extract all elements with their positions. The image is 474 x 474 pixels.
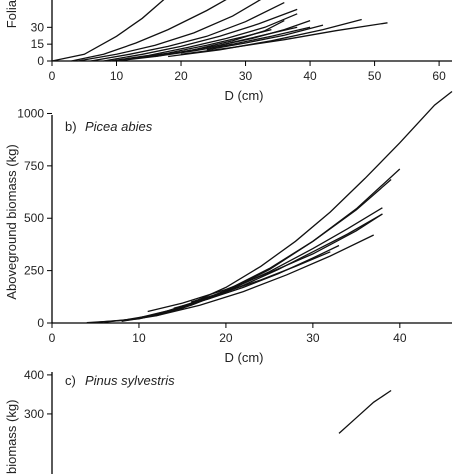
panel-a-curve-13 (206, 24, 324, 51)
panel-a-x-tick-label-4: 40 (303, 69, 317, 83)
panel-a-x-axis-title: D (cm) (225, 88, 264, 103)
panel-a-x-tick-label-2: 20 (174, 69, 188, 83)
panel-b-letter: b) (65, 119, 77, 134)
panel-b-y-tick-label-4: 1000 (17, 106, 44, 120)
panel-a-x-tick-label-1: 10 (110, 69, 124, 83)
panel-c-y-tick-label-1: 400 (24, 368, 44, 382)
panel-a-curve-14 (219, 19, 311, 46)
panel-a-foliage: 0 10 20 30 40 50 60 0 15 30 D (cm) Folia (4, 0, 452, 103)
panel-b-curve-6 (147, 213, 383, 313)
panel-a-x-tick-label-5: 50 (368, 69, 382, 83)
panel-b-species-name: Picea abies (85, 119, 153, 134)
panel-b-curve-3 (104, 179, 392, 323)
panel-c-y-axis-title: biomass (kg) (4, 400, 19, 474)
panel-b-y-axis-title: Aboveground biomass (kg) (4, 144, 19, 299)
panel-c-curve-1 (338, 389, 392, 434)
panel-b-y-tick-label-1: 250 (24, 264, 44, 278)
panel-b-x-tick-label-3: 30 (306, 331, 320, 345)
panel-b-curve-4 (121, 207, 383, 322)
panel-c-species-name: Pinus sylvestris (85, 373, 175, 388)
panel-b-curve-5 (138, 213, 383, 319)
panel-b-x-tick-label-0: 0 (49, 331, 56, 345)
panel-a-y-ticks: 0 15 30 (31, 20, 52, 68)
panel-a-y-tick-label-1: 15 (31, 37, 45, 51)
panel-a-curve-2 (71, 0, 227, 62)
panel-b-y-tick-label-3: 750 (24, 159, 44, 173)
panel-a-curve-4 (90, 2, 285, 62)
panel-a-curve-5 (103, 8, 298, 62)
panel-b-y-tick-label-0: 0 (37, 316, 44, 330)
panel-a-curve-10 (155, 26, 311, 58)
panel-c-y-ticks: 300 400 (24, 368, 52, 421)
panel-a-x-tick-label-6: 60 (432, 69, 446, 83)
panel-b-y-ticks: 0 250 500 750 1000 (17, 106, 52, 330)
panel-b-x-tick-label-4: 40 (393, 331, 407, 345)
panel-b-curve-7 (156, 234, 374, 317)
panel-b-x-tick-label-1: 10 (132, 331, 146, 345)
panel-a-curve-1 (51, 0, 165, 62)
panel-a-y-tick-label-2: 30 (31, 20, 45, 34)
panel-a-y-tick-label-0: 0 (37, 54, 44, 68)
panel-c-curves (338, 389, 392, 434)
panel-a-y-axis-title: Folia (4, 0, 19, 28)
panel-b-x-ticks: 0 10 20 30 40 (49, 323, 407, 345)
panel-a-curves (51, 0, 388, 62)
panel-a-x-tick-label-0: 0 (49, 69, 56, 83)
panel-c-letter: c) (65, 373, 76, 388)
panel-b-y-tick-label-2: 500 (24, 211, 44, 225)
panel-b-curves (86, 90, 453, 324)
panel-a-curve-12 (180, 22, 388, 55)
panel-c-y-tick-label-0: 300 (24, 407, 44, 421)
panel-c-pinus-sylvestris: 300 400 c) Pinus sylvestris biomass (kg) (4, 368, 392, 474)
panel-b-x-axis-title: D (cm) (225, 350, 264, 365)
panel-b-curve-2 (95, 168, 401, 324)
panel-a-x-ticks: 0 10 20 30 40 50 60 (49, 61, 446, 83)
panel-a-curve-8 (129, 28, 272, 60)
panel-a-curve-3 (77, 0, 262, 62)
panel-b-curve-9 (190, 251, 331, 303)
panel-a-x-tick-label-3: 30 (239, 69, 253, 83)
panel-b-x-tick-label-2: 20 (219, 331, 233, 345)
